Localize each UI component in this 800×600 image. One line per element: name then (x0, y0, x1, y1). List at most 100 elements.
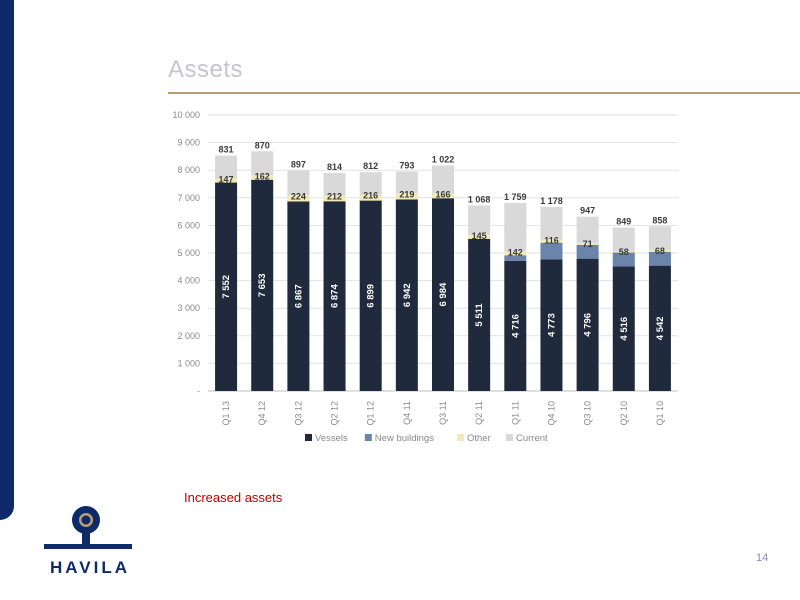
data-label-vessels: 7 653 (257, 273, 268, 297)
data-label-current: 849 (616, 217, 631, 227)
x-tick-label: Q4 11 (402, 401, 412, 425)
bar-current (576, 216, 599, 243)
data-label-vessels: 5 511 (474, 303, 485, 327)
data-label-other: 166 (435, 190, 450, 200)
y-tick-label: 1 000 (177, 358, 200, 368)
bar-vessels (576, 258, 599, 391)
data-label-current: 858 (652, 215, 667, 225)
data-label-other: 219 (399, 189, 414, 199)
legend-swatch (305, 434, 312, 441)
bar-other (432, 193, 454, 199)
x-tick-label: Q2 12 (330, 401, 340, 426)
data-label-current: 1 178 (540, 196, 563, 206)
data-label-other: 224 (291, 191, 306, 201)
data-label-other: 68 (655, 246, 665, 256)
bar-new-buildings (648, 251, 671, 266)
data-label-other: 147 (219, 175, 234, 185)
title-divider (168, 92, 800, 94)
bar-current (432, 165, 454, 194)
assets-stacked-bar-chart: - 1 000 2 000 3 000 4 000 5 000 6 000 7 000 8 00… (172, 110, 678, 444)
x-tick-label: Q4 12 (257, 401, 267, 426)
x-tick-label: Q2 11 (474, 401, 484, 425)
data-label-other: 212 (327, 191, 342, 201)
x-tick-label: Q4 10 (546, 401, 556, 426)
legend-swatch (457, 434, 464, 441)
data-label-vessels: 6 867 (293, 284, 304, 308)
legend-label: Current (516, 433, 548, 444)
bar-other (359, 194, 382, 201)
data-label-current: 812 (363, 161, 378, 171)
data-label-current: 870 (255, 140, 270, 150)
legend-swatch (506, 434, 513, 441)
bar-vessels (432, 198, 454, 391)
bar-other (287, 195, 310, 202)
bar-current (468, 205, 491, 235)
y-tick-label: 9 000 (177, 138, 200, 148)
bar-vessels (504, 260, 527, 391)
data-label-current: 1 068 (468, 194, 491, 204)
legend-swatch (364, 434, 372, 441)
bar-current (540, 206, 563, 240)
bar-other (504, 251, 527, 256)
bar-other (468, 234, 491, 239)
bar-current (359, 172, 382, 195)
bar-vessels (359, 200, 382, 391)
bar-other (251, 175, 274, 180)
x-tick-label: Q3 12 (293, 401, 303, 426)
data-label-other: 142 (508, 247, 523, 257)
logo-wordmark: HAVILA (49, 558, 130, 577)
legend-label: Vessels (315, 433, 348, 444)
data-label-current: 1 022 (432, 154, 455, 164)
data-label-vessels: 4 542 (655, 316, 666, 340)
legend-label: New buildings (375, 433, 434, 444)
bar-current (648, 226, 671, 250)
y-tick-label: 5 000 (177, 248, 200, 258)
data-label-other: 216 (363, 191, 378, 201)
x-tick-label: Q1 12 (366, 401, 376, 426)
bar-vessels (395, 199, 418, 391)
data-label-vessels: 6 984 (438, 282, 449, 306)
bar-other (648, 249, 671, 252)
data-label-current: 793 (399, 160, 414, 170)
y-tick-label: 10 000 (172, 110, 200, 120)
bar-other (576, 242, 599, 245)
bar-current (287, 170, 310, 196)
data-label-vessels: 4 716 (510, 314, 521, 338)
bar-current (395, 171, 418, 194)
bar-current (504, 202, 527, 252)
data-label-other: 71 (583, 239, 593, 249)
y-tick-label: 3 000 (177, 303, 200, 313)
y-tick-label: 7 000 (177, 193, 200, 203)
bar-other (395, 193, 418, 200)
data-label-other: 116 (544, 236, 559, 246)
page-number: 14 (756, 552, 769, 564)
bar-new-buildings (576, 244, 599, 259)
legend-label: Other (467, 433, 491, 444)
bar-new-buildings (504, 255, 527, 261)
havila-logo-icon (44, 506, 132, 549)
data-label-vessels: 6 899 (366, 284, 377, 308)
y-tick-label: 6 000 (177, 220, 200, 230)
x-tick-label: Q1 11 (510, 401, 520, 425)
data-label-vessels: 4 796 (583, 313, 594, 337)
data-label-current: 1 759 (504, 192, 527, 202)
bar-vessels (287, 201, 310, 391)
bar-vessels (215, 182, 238, 391)
page-title: Assets (168, 56, 244, 83)
data-label-vessels: 4 773 (546, 313, 557, 337)
bar-other (612, 250, 635, 253)
bar-new-buildings (540, 242, 563, 260)
x-tick-label: Q1 13 (221, 401, 231, 426)
bar-other (540, 239, 563, 243)
bar-vessels (648, 265, 671, 391)
bar-new-buildings (612, 252, 635, 267)
bar-vessels (468, 238, 491, 391)
left-brand-bar (0, 0, 14, 520)
bar-current (215, 155, 238, 179)
x-tick-label: Q1 10 (655, 401, 665, 426)
bar-other (323, 195, 346, 202)
data-label-current: 947 (580, 206, 595, 216)
data-label-vessels: 6 942 (402, 283, 413, 307)
x-tick-label: Q3 11 (438, 401, 448, 425)
x-tick-label: Q3 10 (583, 401, 593, 426)
